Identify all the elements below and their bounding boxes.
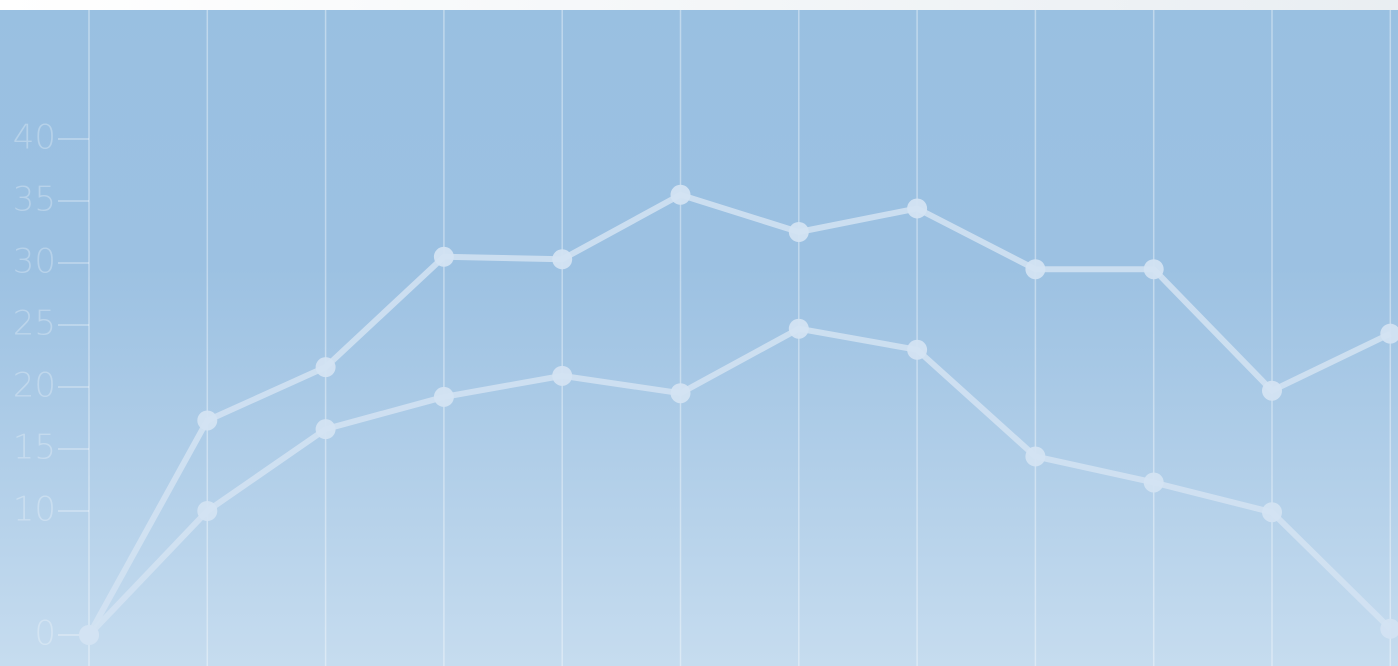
data-point: [552, 365, 573, 386]
data-point: [670, 383, 691, 404]
data-point: [788, 222, 809, 242]
data-point: [315, 419, 336, 440]
data-point: [315, 357, 336, 378]
y-tick-label: 30: [13, 242, 56, 282]
y-tick-label: 10: [13, 490, 56, 530]
series-line: [86, 191, 1392, 637]
data-point: [1025, 446, 1046, 467]
data-point: [1143, 259, 1164, 280]
series-line: [86, 325, 1393, 638]
data-point: [552, 249, 573, 270]
data-point: [1025, 259, 1046, 280]
y-tick-label: 25: [13, 304, 56, 344]
data-point: [907, 198, 928, 219]
y-tick-label: 0: [34, 614, 56, 654]
data-point: [433, 386, 454, 407]
top-bar: [0, 0, 1398, 10]
data-point: [79, 625, 99, 645]
y-tick-label: 20: [13, 366, 56, 406]
data-point: [197, 410, 218, 431]
data-point: [670, 184, 691, 205]
data-point: [197, 501, 218, 521]
data-point: [907, 339, 928, 360]
y-tick-label: 40: [13, 118, 56, 158]
y-tick-label: 15: [13, 428, 56, 468]
data-point: [1262, 502, 1282, 523]
y-tick-label: 35: [13, 180, 56, 220]
data-point: [1262, 380, 1282, 401]
data-point: [788, 318, 809, 339]
data-point: [433, 246, 454, 267]
data-point: [1143, 472, 1164, 493]
data-point: [1380, 618, 1398, 639]
data-point: [1380, 323, 1398, 344]
